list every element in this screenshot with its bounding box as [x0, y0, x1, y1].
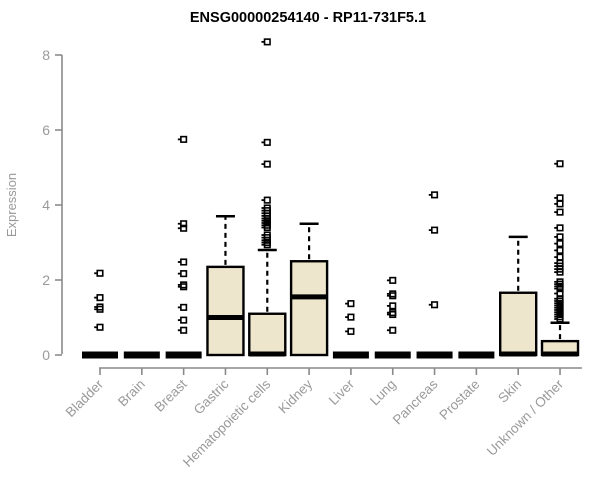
outlier-point-unknown-other [556, 268, 564, 276]
outlier-point-unknown-other [556, 253, 564, 261]
box-liver [332, 351, 369, 359]
outlier-point-lung [389, 310, 397, 319]
outlier-point-lung [389, 276, 397, 284]
x-category-label-prostate: Prostate [436, 377, 482, 423]
outlier-point-breast [180, 224, 188, 232]
outlier-point-breast [180, 270, 188, 278]
box-pancreas [416, 351, 453, 359]
outlier-point-unknown-other [556, 194, 564, 202]
box-hematopoietic-cells [248, 312, 287, 357]
outlier-point-lung [389, 309, 397, 317]
outlier-point-hematopoietic-cells [263, 38, 271, 46]
x-category-label-bladder: Bladder [63, 376, 107, 420]
outlier-point-unknown-other [556, 240, 564, 248]
outlier-point-lung [389, 292, 397, 300]
x-category-label-unknown-other: Unknown / Other [484, 376, 567, 459]
outlier-point-pancreas [431, 226, 439, 234]
outlier-point-lung [389, 326, 397, 334]
outlier-point-unknown-other [556, 315, 564, 323]
box-kidney [289, 260, 329, 357]
outlier-point-hematopoietic-cells [263, 138, 271, 146]
outlier-point-breast [180, 316, 188, 324]
outlier-point-breast [180, 135, 188, 143]
outlier-point-hematopoietic-cells [263, 223, 271, 232]
x-category-label-pancreas: Pancreas [390, 376, 441, 427]
outlier-point-hematopoietic-cells [263, 241, 271, 249]
box-skin [499, 291, 538, 357]
y-tick-label: 0 [42, 347, 50, 363]
outlier-point-lung [389, 290, 397, 298]
outlier-point-unknown-other [556, 200, 564, 208]
outlier-point-bladder [96, 305, 104, 313]
outlier-point-breast [180, 281, 188, 289]
y-tick-label: 8 [42, 47, 50, 63]
outlier-point-breast [180, 258, 188, 266]
outlier-point-unknown-other [556, 160, 564, 168]
outlier-point-bladder [96, 269, 104, 277]
outlier-point-unknown-other [556, 224, 564, 232]
x-category-label-breast: Breast [152, 376, 190, 414]
outlier-point-hematopoietic-cells [263, 196, 271, 204]
x-category-label-brain: Brain [115, 377, 148, 410]
box-lung [374, 351, 411, 359]
y-tick-label: 2 [42, 272, 50, 288]
x-category-label-kidney: Kidney [275, 376, 315, 416]
y-tick-label: 4 [42, 197, 50, 213]
outlier-point-breast [180, 220, 188, 228]
outlier-point-lung [389, 302, 397, 310]
outlier-point-pancreas [431, 301, 439, 309]
box-breast [165, 351, 202, 359]
outlier-point-unknown-other [556, 208, 564, 216]
x-category-label-skin: Skin [495, 377, 524, 406]
x-category-label-lung: Lung [367, 377, 399, 409]
outlier-point-liver [347, 327, 355, 335]
outlier-point-breast [180, 303, 188, 311]
outlier-point-hematopoietic-cells [263, 160, 271, 168]
outlier-point-liver [347, 300, 355, 308]
outlier-point-bladder [96, 323, 104, 331]
outlier-point-pancreas [431, 191, 439, 199]
box-gastric [206, 265, 245, 357]
outlier-point-liver [347, 313, 355, 321]
chart-title: ENSG00000254140 - RP11-731F5.1 [189, 10, 427, 26]
x-category-label-liver: Liver [326, 376, 358, 408]
box-prostate [458, 351, 495, 359]
outlier-point-breast [180, 283, 188, 291]
box-brain [123, 351, 160, 359]
y-tick-label: 6 [42, 122, 50, 138]
box-bladder [82, 351, 118, 359]
outlier-point-bladder [96, 294, 104, 302]
outlier-point-breast [180, 326, 188, 334]
outlier-point-unknown-other [556, 246, 564, 254]
outlier-point-unknown-other [556, 233, 564, 241]
x-category-label-gastric: Gastric [191, 376, 232, 417]
